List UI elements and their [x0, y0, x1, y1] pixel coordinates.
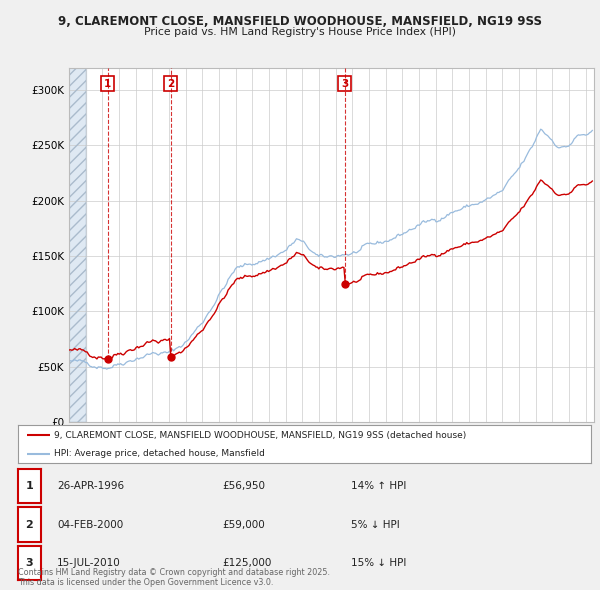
Text: 1: 1: [104, 79, 111, 88]
Text: Contains HM Land Registry data © Crown copyright and database right 2025.
This d: Contains HM Land Registry data © Crown c…: [18, 568, 330, 587]
Text: 3: 3: [26, 558, 33, 568]
Text: 2: 2: [167, 79, 174, 88]
Text: £59,000: £59,000: [222, 520, 265, 529]
Text: 04-FEB-2000: 04-FEB-2000: [57, 520, 123, 529]
Text: 14% ↑ HPI: 14% ↑ HPI: [351, 481, 406, 491]
Text: 5% ↓ HPI: 5% ↓ HPI: [351, 520, 400, 529]
Text: 26-APR-1996: 26-APR-1996: [57, 481, 124, 491]
Text: 3: 3: [341, 79, 348, 88]
Bar: [69, 68, 86, 422]
Bar: [69, 68, 86, 422]
Text: £56,950: £56,950: [222, 481, 265, 491]
Text: 9, CLAREMONT CLOSE, MANSFIELD WOODHOUSE, MANSFIELD, NG19 9SS (detached house): 9, CLAREMONT CLOSE, MANSFIELD WOODHOUSE,…: [53, 431, 466, 440]
Text: Price paid vs. HM Land Registry's House Price Index (HPI): Price paid vs. HM Land Registry's House …: [144, 27, 456, 37]
Text: 2: 2: [26, 520, 33, 529]
Text: 15% ↓ HPI: 15% ↓ HPI: [351, 558, 406, 568]
Text: £125,000: £125,000: [222, 558, 271, 568]
Text: HPI: Average price, detached house, Mansfield: HPI: Average price, detached house, Mans…: [53, 449, 265, 458]
Text: 9, CLAREMONT CLOSE, MANSFIELD WOODHOUSE, MANSFIELD, NG19 9SS: 9, CLAREMONT CLOSE, MANSFIELD WOODHOUSE,…: [58, 15, 542, 28]
Text: 15-JUL-2010: 15-JUL-2010: [57, 558, 121, 568]
Text: 1: 1: [26, 481, 33, 491]
